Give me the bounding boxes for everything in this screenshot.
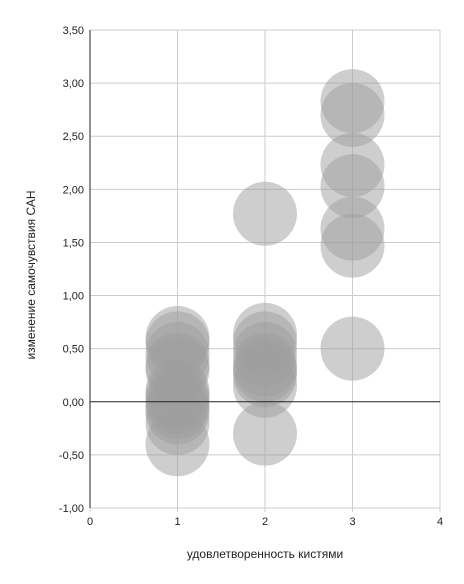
x-tick-label: 2	[262, 516, 268, 528]
data-bubble	[320, 82, 385, 147]
tick-labels: -1,00 -0,50 0,00 0,50 1,00 1,50 2,00 2,50 3,00 3,…	[59, 25, 443, 528]
data-bubble	[320, 316, 385, 381]
x-tick-label: 0	[87, 516, 93, 528]
y-tick-label: 3,50	[63, 25, 84, 37]
y-tick-label: 2,00	[63, 184, 84, 196]
x-tick-label: 3	[349, 516, 355, 528]
data-bubble	[233, 181, 297, 246]
data-bubble	[145, 412, 210, 477]
data-bubbles	[145, 69, 385, 477]
y-tick-label: 1,00	[63, 291, 84, 303]
y-tick-label: 2,50	[63, 131, 84, 143]
x-axis-title: удовлетворенность кистями	[187, 547, 343, 561]
y-tick-label: -1,00	[59, 503, 84, 515]
y-tick-label: 0,50	[63, 344, 84, 356]
x-tick-label: 1	[174, 516, 180, 528]
y-axis-title: изменение самочувствия САН	[24, 190, 38, 359]
y-tick-label: 1,50	[63, 237, 84, 249]
data-bubble	[233, 401, 297, 466]
x-tick-label: 4	[437, 516, 443, 528]
y-tick-label: -0,50	[59, 450, 84, 462]
data-bubble	[320, 213, 385, 278]
y-tick-label: 3,00	[63, 78, 84, 90]
axes	[89, 30, 440, 508]
y-tick-label: 0,00	[63, 397, 84, 409]
